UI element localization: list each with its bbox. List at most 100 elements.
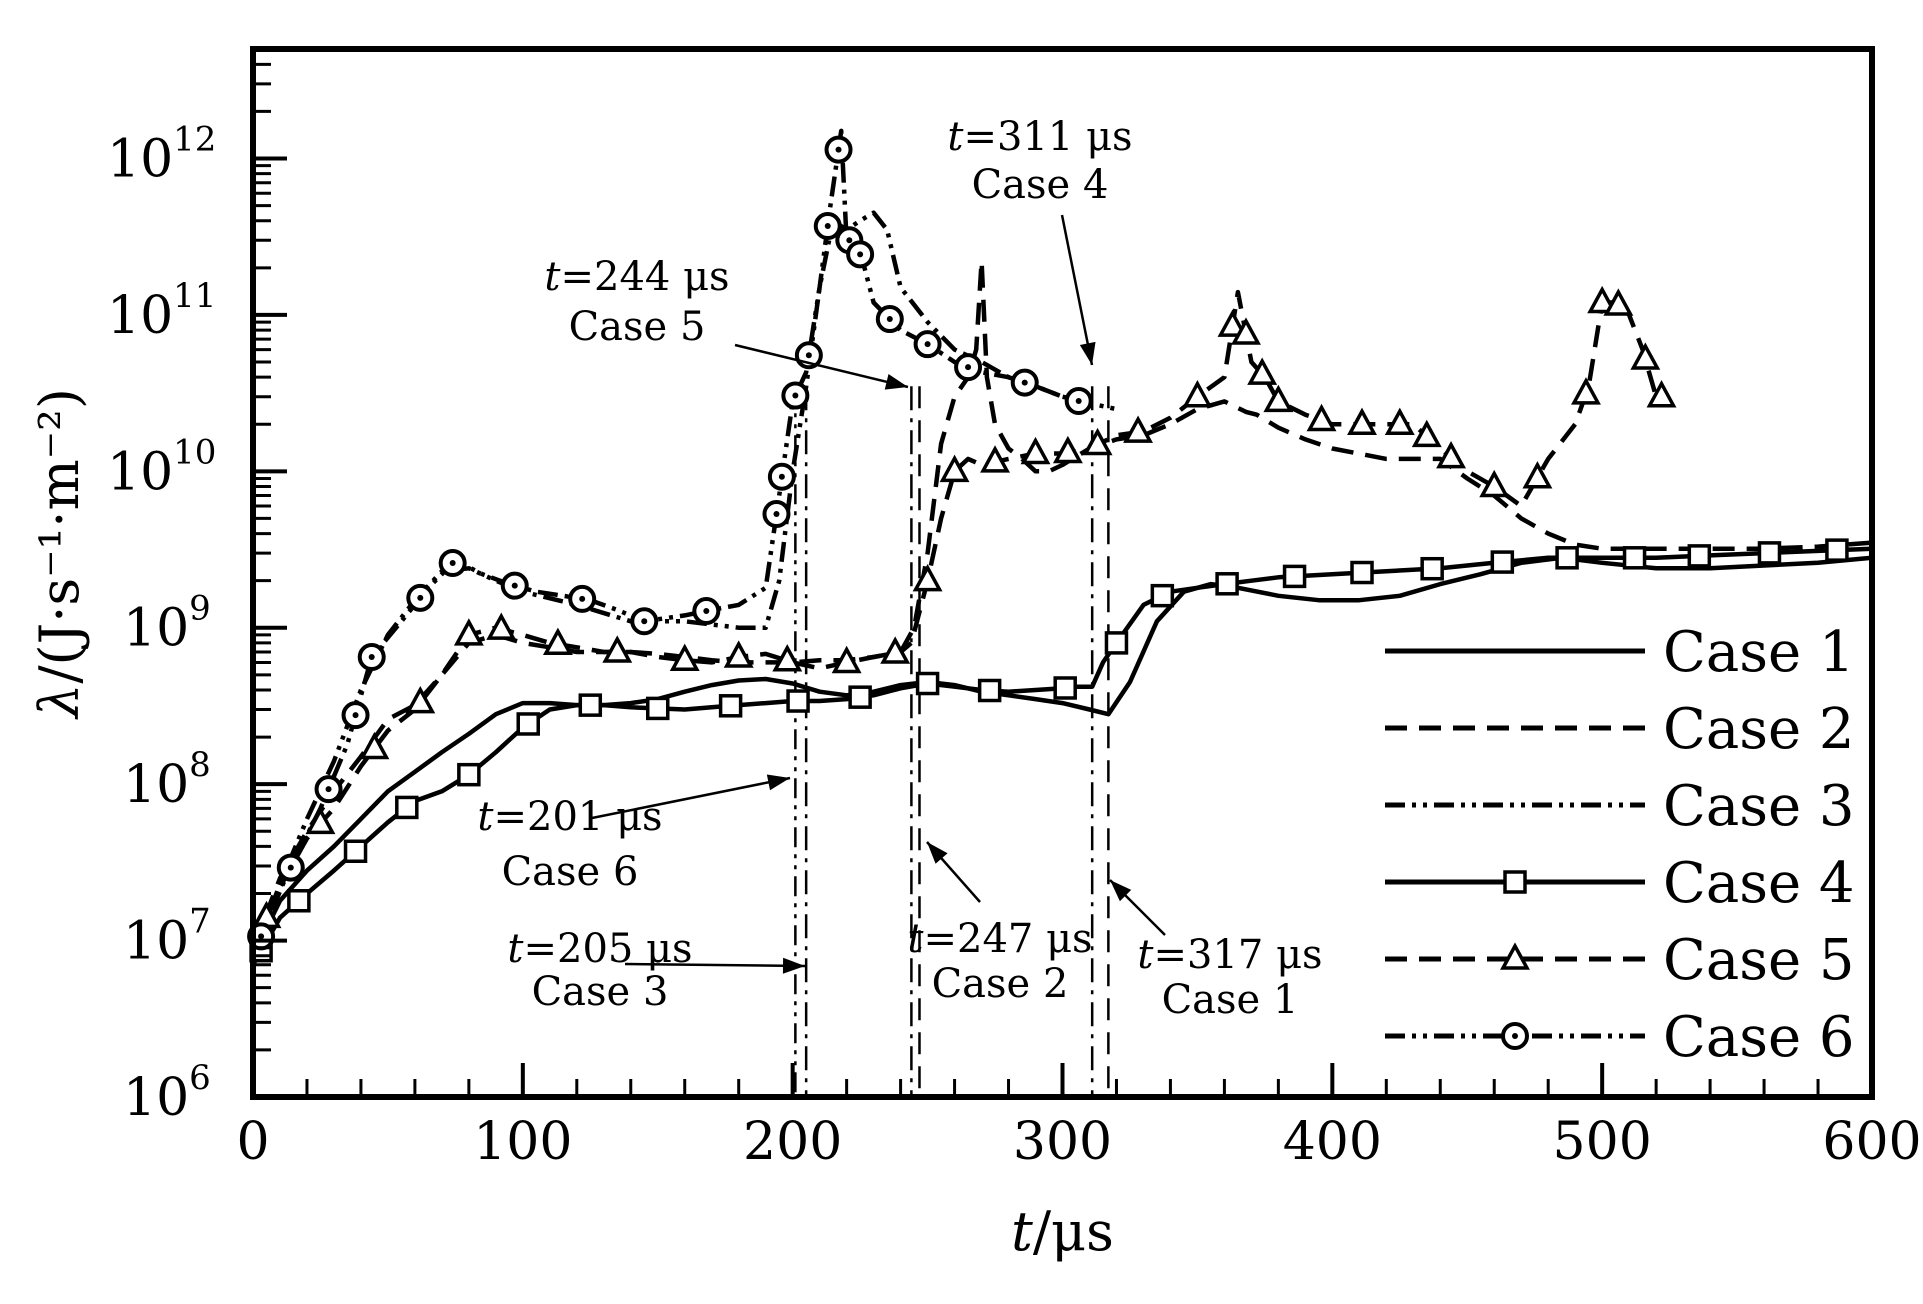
annotation-case-case4: Case 4: [972, 162, 1109, 208]
annotation-arrowhead-case4: [1079, 341, 1096, 365]
marker-case-5-34: [1603, 288, 1634, 316]
y-axis-variable: λ: [28, 684, 91, 720]
x-tick-label-1: 100: [473, 1112, 572, 1172]
marker-case-4-17: [1282, 564, 1307, 589]
series-line-case-1: [250, 555, 1873, 957]
x-tick-label-0: 0: [236, 1112, 269, 1172]
legend-label-case-2: Case 2: [1663, 697, 1855, 762]
vertical-markers: [794, 386, 1110, 1097]
annotation-arrow-case4: [1060, 214, 1094, 366]
marker-case-4-3: [395, 795, 419, 820]
marker-dot: [703, 608, 710, 615]
marker-case-5-22: [1231, 317, 1261, 345]
marker-case-5-13: [912, 564, 943, 592]
marker-case-5-24: [1263, 384, 1294, 413]
y-tick-label-3: 109: [123, 589, 211, 659]
y-tick-exponent: 10: [173, 432, 216, 472]
y-tick-label-6: 1012: [107, 119, 216, 189]
series-line-case-2: [250, 259, 1873, 949]
legend-marker-case-5: [1500, 942, 1530, 970]
annotation-case-case5: Case 5: [569, 304, 706, 350]
legend-label-case-6: Case 6: [1663, 1005, 1855, 1070]
marker-case-6-11: [762, 500, 791, 529]
marker-case-4-15: [1150, 583, 1175, 608]
y-tick-exponent: 6: [189, 1058, 211, 1098]
marker-dot: [965, 364, 972, 371]
marker-case-6-18: [846, 240, 875, 269]
marker-dot: [449, 560, 456, 567]
marker-case-6-19: [875, 305, 904, 334]
marker-case-5-3: [405, 685, 436, 714]
marker-case-5-32: [1571, 377, 1601, 405]
legend-label-case-1: Case 1: [1663, 620, 1855, 685]
marker-case-5-6: [542, 627, 573, 655]
marker-case-4-9: [786, 689, 810, 713]
marker-case-5-28: [1411, 419, 1442, 448]
marker-case-5-30: [1479, 469, 1510, 498]
marker-dot: [1075, 397, 1082, 404]
marker-case-6-4: [357, 643, 386, 672]
marker-dot: [886, 316, 893, 323]
marker-case-5-21: [1217, 309, 1248, 337]
x-tick-label-6: 600: [1822, 1112, 1921, 1172]
y-tick-label-1: 107: [123, 902, 211, 972]
legend-marker-case-6: [1501, 1022, 1529, 1050]
marker-case-5-8: [669, 643, 700, 671]
marker-case-4-6: [578, 693, 603, 717]
marker-case-5-2: [359, 731, 390, 760]
marker-dot: [805, 352, 812, 359]
marker-case-5-33: [1587, 285, 1618, 314]
y-tick-label-2: 108: [123, 745, 211, 815]
y-tick-label-0: 106: [123, 1058, 211, 1128]
marker-case-5-20: [1182, 380, 1213, 408]
marker-case-5-5: [486, 612, 517, 640]
marker-case-4-7: [646, 696, 670, 721]
annotation-value: =311 μs: [963, 114, 1132, 160]
annotation-variable: t: [907, 916, 924, 962]
x-tick-label-5: 500: [1553, 1112, 1652, 1172]
marker-dot: [368, 654, 375, 661]
annotation-arrow-case5: [734, 343, 909, 389]
x-tick-label-2: 200: [743, 1112, 842, 1172]
marker-case-4-2: [343, 839, 368, 864]
marker-case-5-1: [305, 806, 336, 835]
annotation-arrow-case3: [624, 962, 806, 968]
marker-case-5-15: [980, 445, 1010, 473]
marker-case-5-35: [1630, 342, 1661, 370]
annotation-case-case3: Case 3: [532, 969, 669, 1015]
annotation-value: =201 μs: [493, 794, 662, 840]
marker-case-5-4: [453, 618, 484, 646]
annotation-time-case5: t=244 μs: [544, 254, 729, 300]
marker-case-6-12: [767, 462, 796, 491]
marker-dot: [846, 237, 853, 244]
x-tick-label-4: 400: [1283, 1112, 1382, 1172]
marker-case-5-27: [1384, 407, 1415, 435]
marker-case-4-4: [457, 762, 481, 787]
annotation-arrow-case6: [591, 776, 791, 820]
y-tick-label-5: 1011: [107, 276, 216, 346]
y-tick-exponent: 8: [189, 745, 211, 785]
marker-case-6-5: [406, 583, 435, 612]
marker-case-4-21: [1555, 546, 1579, 570]
marker-case-5-10: [772, 644, 803, 672]
annotation-value: =244 μs: [560, 254, 729, 300]
marker-dot: [924, 341, 931, 348]
series-line-case-4: [251, 546, 1873, 966]
marker-case-4-1: [287, 889, 311, 913]
marker-dot: [258, 933, 265, 940]
marker-case-6-8: [568, 584, 597, 613]
axes: 0 100 200 300 400 500 600106107108109101010111…: [28, 46, 1922, 1263]
y-tick-exponent: 12: [173, 119, 216, 159]
annotation-case-case2: Case 2: [932, 961, 1069, 1007]
annotation-variable: t: [947, 114, 964, 160]
legend: Case 1 Case 2 Case 3 Case 4 Case 5 Case 6: [1385, 620, 1855, 1070]
annotation-case-case1: Case 1: [1162, 977, 1299, 1023]
marker-dot: [835, 146, 842, 153]
annotation-arrowhead-case5: [884, 374, 908, 390]
marker-case-5-14: [939, 454, 970, 483]
marker-case-6-6: [438, 549, 467, 578]
marker-dot: [778, 473, 785, 480]
marker-dot: [641, 618, 648, 625]
marker-case-4-19: [1420, 556, 1444, 581]
